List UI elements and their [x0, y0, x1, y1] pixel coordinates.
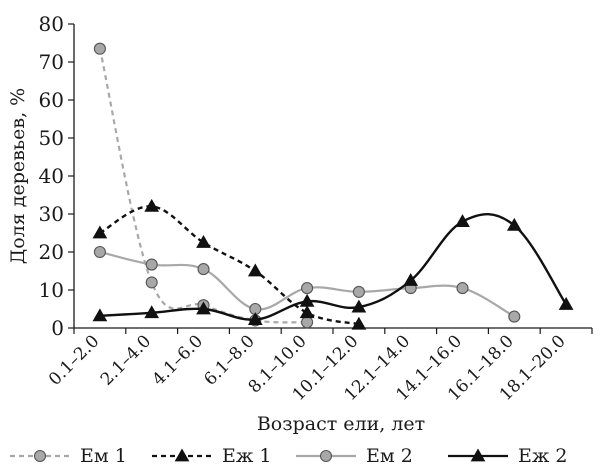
data-point	[455, 214, 470, 227]
data-point	[299, 305, 315, 319]
y-tick-label: 10	[39, 278, 64, 302]
legend-label: Ем 1	[80, 445, 127, 467]
data-point	[351, 299, 367, 313]
data-point	[301, 316, 314, 329]
data-point	[299, 293, 315, 307]
data-point	[197, 263, 210, 276]
legend-label: Ем 2	[366, 445, 413, 467]
x-axis-ticks: 0.1–2.02.1–4.04.1–6.06.1–8.08.1–10.010.1…	[45, 328, 593, 405]
legend: Ем 1 Еж 1 Ем 2 Еж 2	[10, 445, 567, 467]
legend-label: Еж 2	[518, 445, 567, 467]
data-point	[92, 308, 108, 322]
y-tick-label: 30	[39, 202, 64, 226]
y-tick-label: 80	[39, 12, 64, 36]
data-point	[506, 217, 522, 231]
y-tick-label: 60	[39, 88, 64, 112]
series-line	[98, 48, 308, 324]
x-axis-title: Возраст ели, лет	[257, 413, 425, 435]
legend-item: Еж 2	[448, 445, 567, 467]
y-tick-label: 20	[39, 240, 64, 264]
y-tick-label: 50	[39, 126, 64, 150]
data-point	[196, 301, 211, 315]
y-tick-label: 0	[51, 316, 64, 340]
legend-item: Ем 1	[10, 445, 127, 467]
legend-item: Еж 1	[152, 445, 271, 467]
series-line	[99, 212, 568, 321]
y-axis-title: Доля деревьев, %	[7, 88, 29, 264]
series-1	[93, 42, 314, 329]
data-point	[247, 263, 263, 277]
data-point	[456, 282, 469, 295]
series-2	[92, 198, 367, 330]
x-tick-label: 0.1–2.0	[45, 331, 103, 389]
y-tick-label: 70	[39, 50, 64, 74]
data-point	[352, 285, 365, 298]
data-point	[558, 296, 574, 310]
data-point	[351, 316, 367, 330]
data-point	[247, 312, 263, 326]
legend-marker	[319, 449, 333, 463]
data-point	[144, 198, 160, 212]
y-axis-ticks: 0 10 20 30 40 50 60 70 80	[39, 12, 74, 340]
series-3	[93, 245, 521, 323]
legend-marker	[470, 448, 486, 462]
x-tick-label: 4.1–6.0	[149, 331, 207, 389]
y-tick-label: 40	[39, 164, 64, 188]
data-point	[93, 42, 106, 55]
legend-label: Еж 1	[222, 445, 271, 467]
data-point	[144, 305, 160, 319]
legend-item: Ем 2	[296, 445, 413, 467]
legend-marker	[33, 449, 47, 463]
data-point	[93, 245, 106, 259]
data-point	[403, 272, 419, 286]
series-4	[92, 212, 574, 326]
data-point	[508, 310, 521, 323]
data-point	[92, 225, 108, 239]
series-line	[99, 205, 360, 326]
data-point	[145, 276, 158, 289]
x-tick-label: 2.1–4.0	[97, 331, 155, 389]
data-point	[301, 282, 314, 295]
data-point	[196, 234, 211, 248]
legend-marker	[174, 448, 190, 462]
data-point	[145, 258, 158, 271]
series-layer	[92, 42, 574, 330]
